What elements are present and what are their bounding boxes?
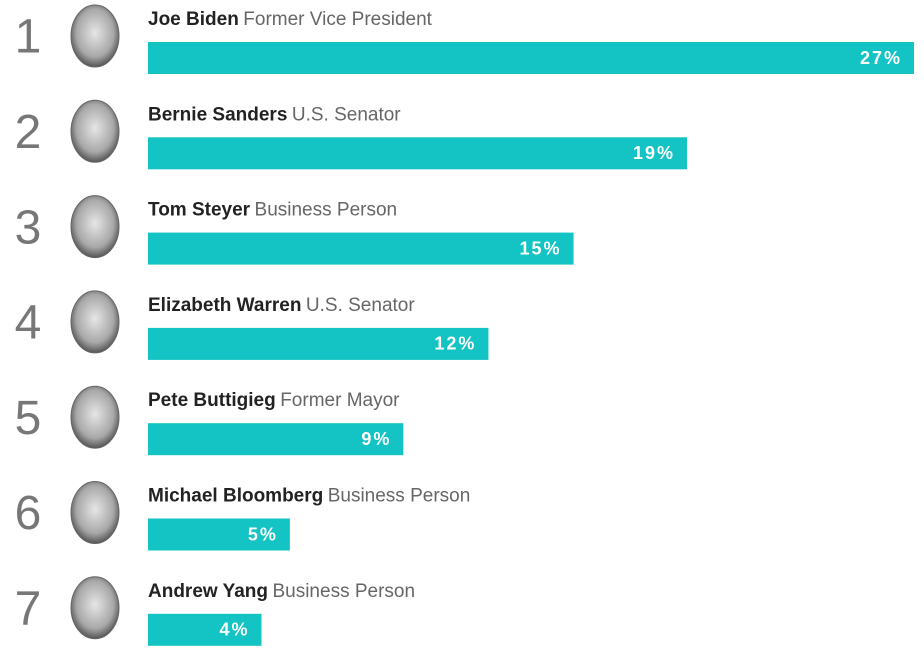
candidate-label: Bernie Sanders U.S. Senator [148, 104, 401, 125]
candidate-description: U.S. Senator [306, 295, 415, 316]
value-label: 12% [434, 334, 476, 354]
candidate-name: Andrew Yang [148, 581, 268, 602]
rank: 5 [15, 392, 42, 445]
candidate-description: Former Vice President [243, 9, 432, 30]
candidate-label: Joe Biden Former Vice President [148, 9, 433, 30]
bar [148, 423, 404, 456]
rank: 2 [15, 106, 42, 159]
rank: 4 [15, 297, 42, 350]
candidate-label: Michael Bloomberg Business Person [148, 486, 470, 507]
candidate-description: Business Person [328, 486, 471, 507]
candidate-label: Andrew Yang Business Person [148, 581, 415, 602]
candidate-label: Elizabeth Warren U.S. Senator [148, 295, 415, 316]
portrait [70, 481, 120, 544]
portrait [70, 99, 120, 163]
rank: 6 [15, 487, 42, 540]
portrait [70, 4, 120, 68]
candidate-label: Pete Buttigieg Former Mayor [148, 390, 400, 411]
bar [148, 518, 290, 551]
candidate-name: Pete Buttigieg [148, 390, 276, 411]
rank: 3 [15, 201, 42, 254]
rank: 7 [15, 582, 42, 635]
bar [148, 42, 914, 74]
bar [148, 137, 688, 170]
bar [148, 232, 574, 265]
rank: 1 [15, 11, 42, 64]
value-label: 19% [633, 143, 675, 163]
candidate-name: Bernie Sanders [148, 104, 287, 125]
value-label: 27% [860, 48, 902, 68]
bar [148, 613, 262, 646]
value-label: 5% [248, 524, 278, 544]
bar [148, 327, 489, 360]
portrait [70, 576, 120, 640]
portrait [70, 385, 120, 449]
portrait [70, 195, 120, 259]
candidate-name: Elizabeth Warren [148, 295, 301, 316]
value-label: 15% [520, 238, 562, 258]
value-label: 9% [361, 429, 391, 449]
candidate-label: Tom Steyer Business Person [148, 200, 397, 221]
candidate-description: Business Person [272, 581, 415, 602]
portrait [70, 290, 120, 354]
value-label: 4% [219, 620, 249, 640]
candidate-name: Michael Bloomberg [148, 486, 323, 507]
candidate-description: Former Mayor [280, 390, 400, 411]
candidate-name: Tom Steyer [148, 200, 251, 221]
candidate-name: Joe Biden [148, 9, 239, 30]
candidate-description: U.S. Senator [292, 104, 401, 125]
candidate-description: Business Person [255, 200, 398, 221]
